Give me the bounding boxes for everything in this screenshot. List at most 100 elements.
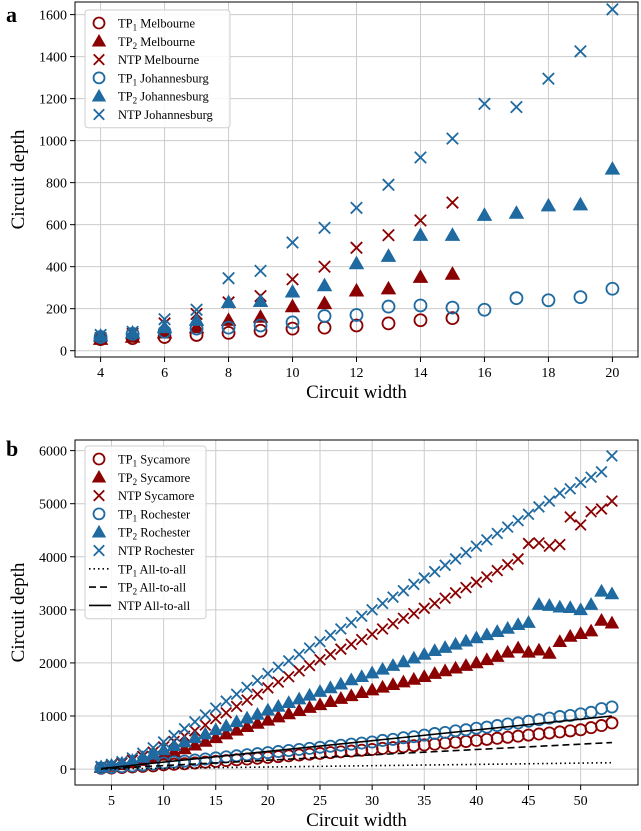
data-point [427,666,442,679]
data-point [218,726,234,740]
y-tick-label: 1000 [39,135,67,150]
data-point [387,591,399,604]
legend-entry-rest: Sycamore [137,453,191,467]
data-point [126,751,139,764]
data-point [222,271,235,285]
data-point [585,505,598,518]
legend-entry-main: NTP Sycamore [118,489,195,503]
data-point [334,622,347,635]
data-point [285,315,300,330]
data-point [333,691,349,704]
plot-frame [74,1,639,358]
legend-entry: NTP All-to-all [118,599,191,613]
data-point [459,734,473,748]
data-point [147,741,160,754]
legend-entry-main: TP [118,17,133,31]
data-point [126,325,139,339]
chart-panel-a: 4 6 8 10 12 14 16 18 200200400600800100012001400… [6,1,639,403]
y-tick-label: 800 [46,177,67,192]
legend-marker [92,452,106,466]
data-point [458,633,474,647]
data-point [480,720,494,734]
legend-marker [92,507,106,521]
data-point [449,586,462,599]
data-point [198,726,213,740]
data-point [396,654,411,668]
x-tick-label: 20 [605,366,619,381]
y-tick-label: 1400 [39,51,67,66]
y-tick-label: 400 [46,261,67,276]
data-point [585,471,598,484]
data-point [250,706,265,720]
data-point [385,677,401,691]
data-point [272,676,285,688]
data-point [531,642,547,656]
data-point [136,747,149,760]
data-point [209,712,222,725]
data-point [95,760,108,773]
data-point [271,698,286,712]
x-tick-label: 6 [161,366,168,381]
data-point [314,635,326,648]
y-tick-label: 4000 [39,551,67,566]
data-point [448,636,463,650]
data-point [282,654,295,667]
data-point [583,623,599,637]
data-point [303,659,316,672]
legend-marker [93,53,105,66]
y-axis-label: Circuit depth [8,562,29,662]
x-tick-label: 45 [522,794,536,809]
data-point [381,299,396,314]
data-point [199,708,212,721]
data-point [375,661,390,675]
data-point [156,319,173,334]
x-tick-label: 5 [108,794,115,809]
data-point [573,290,588,305]
data-point [291,691,307,705]
data-point [469,630,484,644]
data-point [397,584,410,597]
data-point [480,732,494,746]
data-point [382,228,395,242]
data-point [541,293,556,308]
data-point [512,514,525,527]
data-point [562,600,578,614]
data-point [376,622,389,635]
data-point [218,718,234,732]
data-point [594,613,609,626]
x-tick-label: 16 [477,366,491,381]
y-tick-label: 6000 [39,445,67,460]
data-point [316,295,333,310]
data-point [317,309,332,323]
data-point [532,537,545,549]
data-point [460,581,472,594]
data-point [220,706,233,719]
legend-entry-rest: Melbourne [137,35,195,49]
legend-entry-main: NTP Melbourne [118,53,200,67]
data-point [469,655,484,669]
data-point [156,742,171,756]
data-point [199,719,212,731]
series-tp1-melbourne [93,311,460,347]
data-point [543,540,556,553]
data-point [350,201,363,215]
legend-entry: TP2 Rochester [118,526,191,542]
data-point [470,540,483,553]
data-point [145,746,161,760]
legend-entry: TP2 Melbourne [118,35,196,51]
data-point [364,665,380,679]
data-point [532,727,546,741]
data-point [491,527,504,540]
data-point [449,724,463,738]
x-tick-label: 10 [286,366,300,381]
legend-entry-rest: Rochester [137,526,191,540]
data-point [412,269,429,283]
data-point [220,695,233,708]
data-point [166,738,182,752]
data-point [448,660,463,674]
data-point [253,318,268,333]
data-point [446,132,459,145]
legend-entry: TP2 Sycamore [118,471,191,487]
legend-marker [91,469,107,483]
data-point [345,616,358,629]
